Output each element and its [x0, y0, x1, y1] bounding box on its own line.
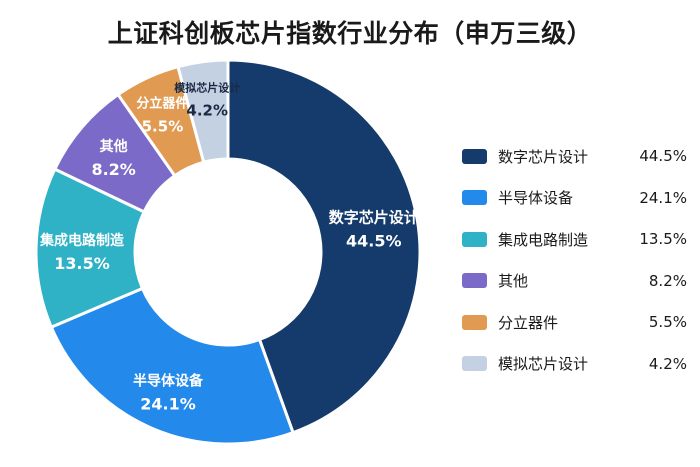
slice-label-1: 半导体设备 — [133, 372, 204, 389]
legend-swatch — [462, 190, 487, 206]
legend: 数字芯片设计 44.5% 半导体设备 24.1% 集成电路制造 13.5% 其他 8.2% 分立… — [462, 146, 687, 396]
legend-value: 5.5% — [648, 313, 687, 332]
legend-value: 13.5% — [639, 230, 687, 249]
slice-value-2: 13.5% — [54, 254, 110, 273]
slice-value-5: 4.2% — [186, 101, 228, 119]
slice-0 — [226, 58, 422, 435]
legend-label: 数字芯片设计 — [498, 147, 589, 166]
slice-label-4: 分立器件 — [136, 96, 188, 112]
slice-label-0: 数字芯片设计 — [329, 209, 419, 227]
slice-value-0: 44.5% — [346, 232, 402, 251]
legend-label: 分立器件 — [498, 313, 559, 332]
slice-5 — [176, 58, 230, 165]
legend-item-1: 半导体设备 24.1% — [462, 188, 687, 208]
legend-swatch — [462, 148, 487, 164]
legend-value: 44.5% — [639, 147, 687, 165]
legend-swatch — [462, 356, 487, 372]
chart-title: 上证科创板芯片指数行业分布（申万三级） — [107, 19, 593, 48]
legend-label: 其他 — [498, 272, 529, 291]
legend-swatch — [462, 231, 487, 247]
slice-2 — [34, 167, 147, 330]
legend-item-5: 模拟芯片设计 4.2% — [462, 354, 687, 374]
legend-label: 半导体设备 — [498, 189, 574, 208]
legend-item-3: 其他 8.2% — [462, 271, 687, 291]
slice-label-5: 模拟芯片设计 — [174, 80, 240, 94]
legend-label: 模拟芯片设计 — [498, 355, 589, 374]
slice-value-3: 8.2% — [91, 160, 135, 179]
slice-1 — [49, 286, 295, 446]
slice-label-3: 其他 — [100, 138, 128, 155]
slice-value-4: 5.5% — [142, 118, 184, 136]
legend-swatch — [462, 314, 487, 330]
legend-label: 集成电路制造 — [498, 230, 589, 249]
legend-item-2: 集成电路制造 13.5% — [462, 229, 687, 249]
slice-label-2: 集成电路制造 — [39, 232, 124, 249]
legend-item-4: 分立器件 5.5% — [462, 312, 687, 332]
legend-value: 24.1% — [639, 188, 687, 207]
legend-item-0: 数字芯片设计 44.5% — [462, 146, 687, 166]
legend-value: 4.2% — [648, 354, 687, 373]
slice-value-1: 24.1% — [140, 394, 196, 413]
legend-value: 8.2% — [648, 271, 687, 290]
legend-swatch — [462, 273, 487, 289]
